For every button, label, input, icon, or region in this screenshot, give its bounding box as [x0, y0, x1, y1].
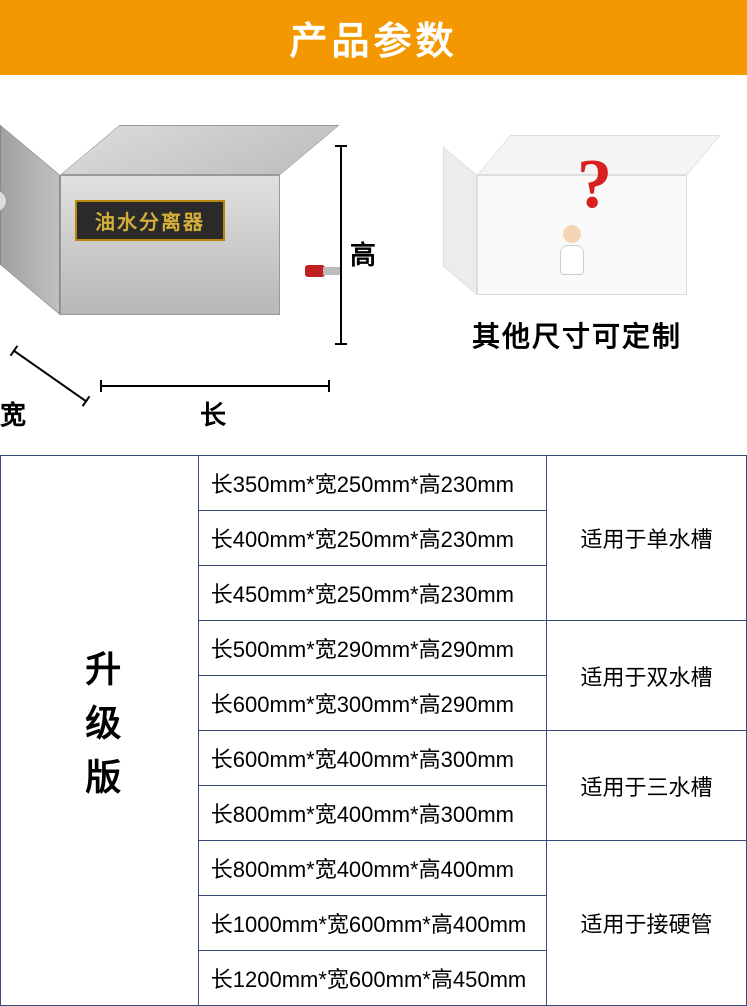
custom-box: ? — [457, 135, 697, 295]
table-row: 升级版 长350mm*宽250mm*高230mm 适用于单水槽 — [1, 456, 747, 511]
custom-size-text: 其他尺寸可定制 — [427, 315, 727, 355]
spec-table: 升级版 长350mm*宽250mm*高230mm 适用于单水槽 长400mm*宽… — [0, 455, 747, 1006]
question-mark-icon: ? — [577, 145, 612, 225]
usage-cell: 适用于单水槽 — [547, 456, 747, 621]
spec-table-body: 升级版 长350mm*宽250mm*高230mm 适用于单水槽 长400mm*宽… — [1, 456, 747, 1006]
usage-cell: 适用于三水槽 — [547, 731, 747, 841]
product-box: 油水分离器 — [60, 125, 340, 345]
spec-cell: 长600mm*宽400mm*高300mm — [198, 731, 546, 786]
version-label: 升级版 — [1, 456, 199, 1006]
spec-cell: 长500mm*宽290mm*高290mm — [198, 621, 546, 676]
custom-size-block: ? 其他尺寸可定制 — [427, 105, 727, 355]
product-diagram: 油水分离器 高 宽 长 — [0, 105, 420, 435]
spec-cell: 长800mm*宽400mm*高300mm — [198, 786, 546, 841]
dim-label-width: 宽 — [0, 395, 26, 432]
spec-cell: 长450mm*宽250mm*高230mm — [198, 566, 546, 621]
dim-label-height: 高 — [350, 235, 376, 272]
spec-cell: 长800mm*宽400mm*高400mm — [198, 841, 546, 896]
dim-line-height — [340, 145, 342, 345]
diagram-section: 油水分离器 高 宽 长 ? 其他尺寸可定制 — [0, 75, 747, 455]
valve-icon — [305, 265, 325, 277]
spec-cell: 长1200mm*宽600mm*高450mm — [198, 951, 546, 1006]
dim-label-length: 长 — [200, 395, 226, 432]
product-label: 油水分离器 — [75, 200, 225, 241]
spec-cell: 长350mm*宽250mm*高230mm — [198, 456, 546, 511]
usage-cell: 适用于接硬管 — [547, 841, 747, 1006]
usage-cell: 适用于双水槽 — [547, 621, 747, 731]
spec-cell: 长400mm*宽250mm*高230mm — [198, 511, 546, 566]
dim-line-length — [100, 385, 330, 387]
header-title: 产品参数 — [289, 21, 457, 63]
page-header: 产品参数 — [0, 0, 747, 75]
spec-cell: 长600mm*宽300mm*高290mm — [198, 676, 546, 731]
spec-cell: 长1000mm*宽600mm*高400mm — [198, 896, 546, 951]
person-icon — [557, 225, 587, 275]
